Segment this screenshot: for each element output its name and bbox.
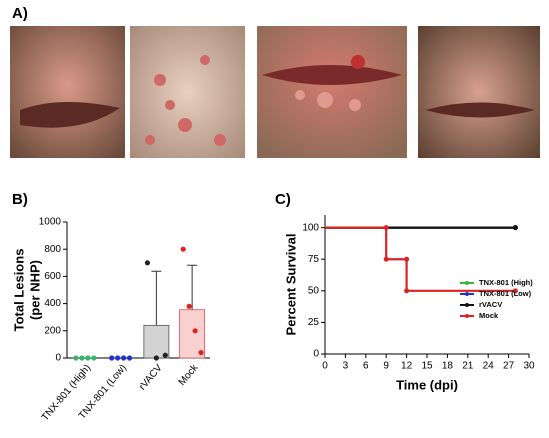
data-point bbox=[109, 355, 115, 361]
data-point bbox=[186, 303, 192, 309]
data-point bbox=[144, 260, 151, 266]
y-axis-label: Percent Survival bbox=[283, 234, 298, 336]
y-axis-label: Total Lesions bbox=[11, 249, 26, 332]
line-marker bbox=[383, 256, 389, 262]
bar bbox=[179, 309, 206, 359]
x-axis-label: Time (dpi) bbox=[396, 377, 458, 392]
mouth bbox=[20, 101, 120, 128]
x-tick-label: 18 bbox=[442, 361, 454, 372]
y-tick-label: 800 bbox=[44, 244, 61, 255]
data-point bbox=[180, 246, 186, 252]
lesions bbox=[145, 55, 226, 146]
photo bbox=[257, 26, 407, 158]
data-point bbox=[115, 355, 121, 361]
x-tick-label: 3 bbox=[343, 361, 349, 372]
line-marker bbox=[512, 225, 518, 231]
x-tick-label: 30 bbox=[523, 361, 535, 372]
x-tick-label: 24 bbox=[483, 361, 495, 372]
x-tick-label: rVACV bbox=[137, 362, 165, 392]
legend-label: TNX-801 (Low) bbox=[479, 289, 532, 298]
photos bbox=[10, 26, 540, 158]
y-tick-label: 75 bbox=[308, 254, 320, 265]
legend-marker bbox=[465, 303, 469, 307]
data-point bbox=[73, 355, 79, 361]
lesions bbox=[295, 55, 365, 111]
data-point bbox=[85, 355, 91, 361]
y-tick-label: 100 bbox=[302, 222, 319, 233]
data-point bbox=[153, 355, 159, 361]
legend-marker bbox=[465, 292, 469, 296]
data-point bbox=[162, 352, 168, 358]
panel-label: B) bbox=[12, 191, 28, 208]
y-tick-label: 600 bbox=[44, 271, 61, 282]
mouth bbox=[262, 65, 402, 85]
line-marker bbox=[383, 225, 389, 231]
data-point bbox=[91, 355, 97, 361]
legend-label: Mock bbox=[479, 311, 499, 320]
line-marker bbox=[512, 288, 518, 294]
x-tick-label: 27 bbox=[503, 361, 515, 372]
photo bbox=[10, 26, 125, 158]
line-marker bbox=[404, 256, 410, 262]
survival-line bbox=[325, 226, 516, 292]
x-tick-label: 0 bbox=[322, 361, 328, 372]
photo bbox=[418, 26, 540, 158]
y-tick-label: 0 bbox=[55, 353, 61, 364]
data-point bbox=[79, 355, 85, 361]
data-point bbox=[192, 328, 198, 334]
x-tick-label: 12 bbox=[401, 361, 413, 372]
data-point bbox=[198, 349, 204, 356]
y-tick-label: 200 bbox=[44, 325, 61, 336]
data-point bbox=[126, 355, 133, 361]
y-tick-label: 1000 bbox=[39, 217, 62, 228]
mouth bbox=[425, 102, 535, 118]
legend-label: rVACV bbox=[479, 300, 502, 309]
legend-marker bbox=[465, 314, 469, 318]
y-tick-label: 50 bbox=[308, 285, 320, 296]
data-point bbox=[121, 355, 127, 361]
legend-label: TNX-801 (High) bbox=[479, 278, 533, 287]
x-tick-label: 9 bbox=[383, 361, 389, 372]
y-tick-label: 0 bbox=[313, 349, 319, 360]
y-tick-label: 400 bbox=[44, 298, 61, 309]
bar bbox=[143, 324, 170, 359]
y-tick-label: 25 bbox=[308, 317, 320, 328]
panel-label: A) bbox=[12, 5, 28, 22]
x-tick-label: 6 bbox=[363, 361, 369, 372]
x-tick-label: 15 bbox=[421, 361, 433, 372]
x-tick-label: 21 bbox=[462, 361, 474, 372]
panel-label: C) bbox=[275, 191, 291, 208]
line-marker bbox=[404, 288, 410, 294]
x-tick-label: Mock bbox=[177, 362, 201, 388]
legend-marker bbox=[465, 281, 469, 285]
y-axis-label: (per NHP) bbox=[27, 260, 42, 320]
